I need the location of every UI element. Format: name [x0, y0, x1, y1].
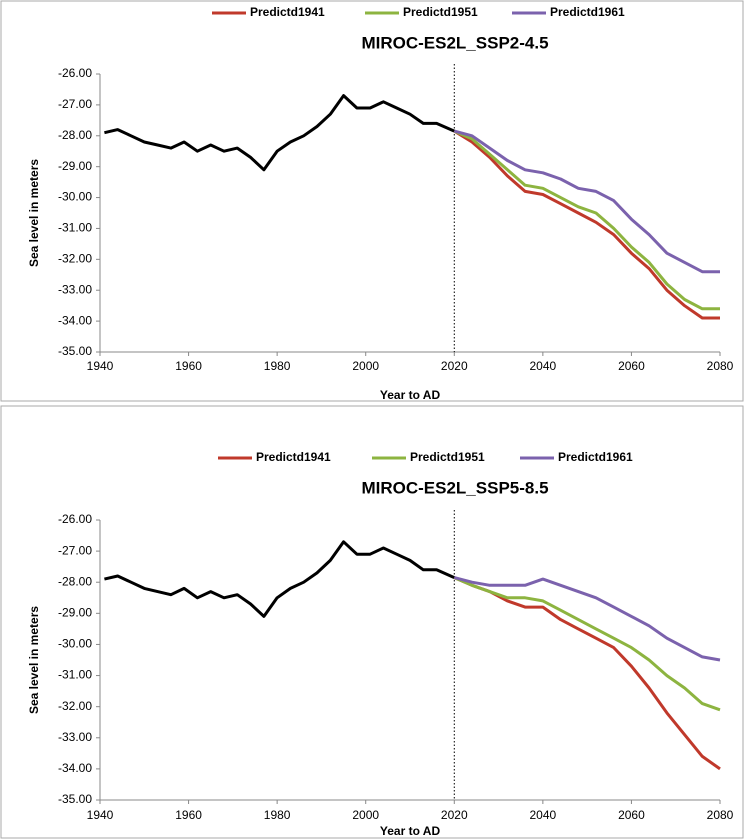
y-tick-label: -27.00	[58, 543, 92, 557]
y-tick-label: -26.00	[58, 66, 92, 80]
x-tick-label: 2060	[618, 359, 645, 373]
chart-title: MIROC-ES2L_SSP5-8.5	[361, 478, 548, 497]
x-tick-label: 1980	[264, 359, 291, 373]
data-line	[453, 576, 721, 712]
y-tick-label: -29.00	[58, 606, 92, 620]
chart-title: MIROC-ES2L_SSP2-4.5	[361, 33, 548, 52]
x-tick-label: 2000	[352, 808, 379, 822]
y-tick-label: -29.00	[58, 159, 92, 173]
x-tick-label: 2040	[530, 808, 557, 822]
y-tick-label: -35.00	[58, 344, 92, 358]
y-tick-label: -35.00	[58, 792, 92, 806]
x-tick-label: 2020	[441, 359, 468, 373]
x-tick-label: 1960	[175, 808, 202, 822]
data-line	[453, 576, 721, 771]
x-tick-label: 1940	[87, 359, 114, 373]
y-axis-label: Sea level in meters	[27, 159, 41, 267]
legend-label: Predictd1941	[256, 450, 331, 464]
x-tick-label: 2080	[707, 359, 734, 373]
y-tick-label: -32.00	[58, 252, 92, 266]
y-tick-label: -34.00	[58, 313, 92, 327]
y-tick-label: -33.00	[58, 282, 92, 296]
data-line	[104, 540, 455, 618]
y-tick-label: -30.00	[58, 190, 92, 204]
legend-label: Predictd1941	[250, 5, 325, 19]
x-tick-label: 2040	[530, 359, 557, 373]
x-tick-label: 2020	[441, 808, 468, 822]
x-tick-label: 2060	[618, 808, 645, 822]
y-tick-label: -26.00	[58, 512, 92, 526]
panel-frame	[0, 405, 744, 839]
y-tick-label: -33.00	[58, 730, 92, 744]
data-line	[104, 94, 455, 172]
panel-frame	[0, 0, 744, 402]
legend-label: Predictd1961	[550, 5, 625, 19]
legend-label: Predictd1961	[558, 450, 633, 464]
y-tick-label: -31.00	[58, 221, 92, 235]
x-axis-label: Year to AD	[380, 388, 441, 402]
x-tick-label: 2080	[707, 808, 734, 822]
y-tick-label: -27.00	[58, 97, 92, 111]
y-tick-label: -34.00	[58, 761, 92, 775]
data-line	[453, 129, 720, 274]
x-tick-label: 1980	[264, 808, 291, 822]
legend-label: Predictd1951	[403, 5, 478, 19]
x-tick-label: 1940	[87, 808, 114, 822]
data-line	[453, 129, 720, 311]
x-tick-label: 1960	[175, 359, 202, 373]
y-tick-label: -30.00	[58, 637, 92, 651]
y-tick-label: -28.00	[58, 128, 92, 142]
data-line	[453, 129, 720, 320]
y-tick-label: -32.00	[58, 699, 92, 713]
y-tick-label: -31.00	[58, 668, 92, 682]
x-tick-label: 2000	[352, 359, 379, 373]
data-line	[453, 576, 721, 662]
legend-label: Predictd1951	[410, 450, 485, 464]
y-tick-label: -28.00	[58, 574, 92, 588]
x-axis-label: Year to AD	[380, 824, 441, 838]
y-axis-label: Sea level in meters	[27, 606, 41, 714]
